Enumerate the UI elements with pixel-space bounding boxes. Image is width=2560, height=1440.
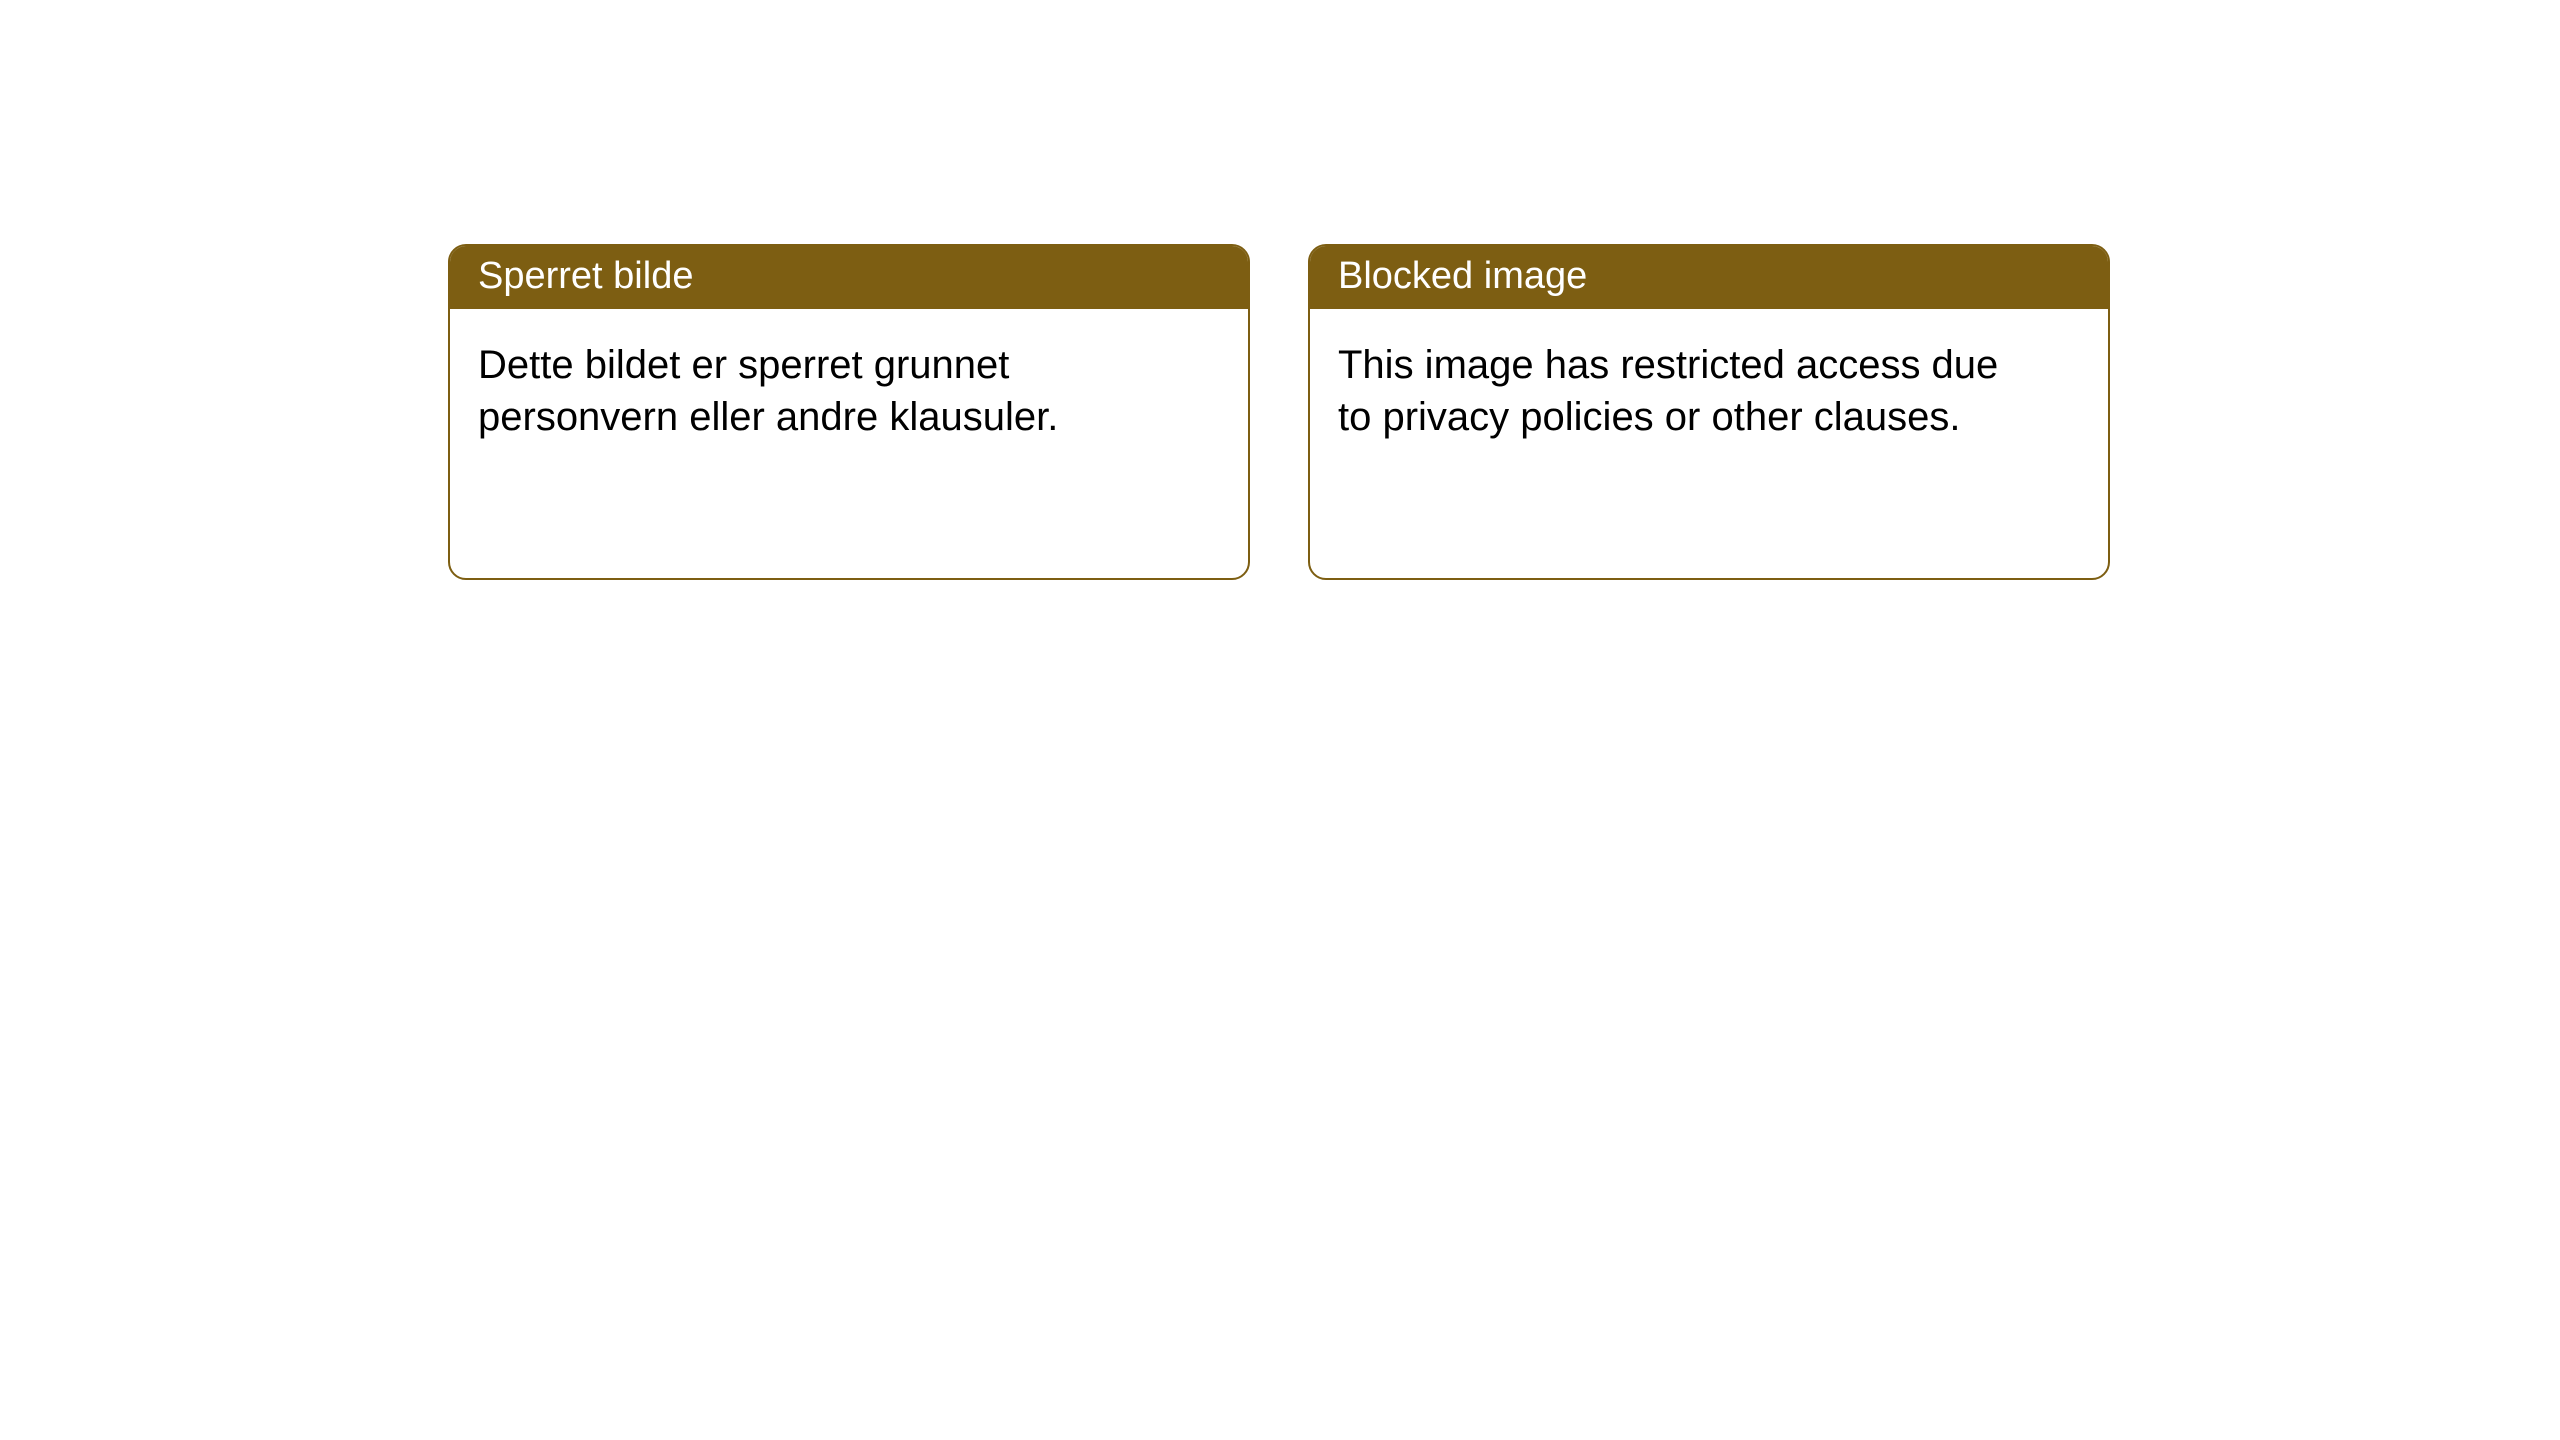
notice-box-norwegian: Sperret bilde Dette bildet er sperret gr…: [448, 244, 1250, 580]
notice-body: This image has restricted access due to …: [1310, 309, 2030, 475]
notice-header: Sperret bilde: [450, 246, 1248, 309]
notice-box-english: Blocked image This image has restricted …: [1308, 244, 2110, 580]
notice-body: Dette bildet er sperret grunnet personve…: [450, 309, 1170, 475]
notice-header: Blocked image: [1310, 246, 2108, 309]
notice-container: Sperret bilde Dette bildet er sperret gr…: [0, 0, 2560, 580]
